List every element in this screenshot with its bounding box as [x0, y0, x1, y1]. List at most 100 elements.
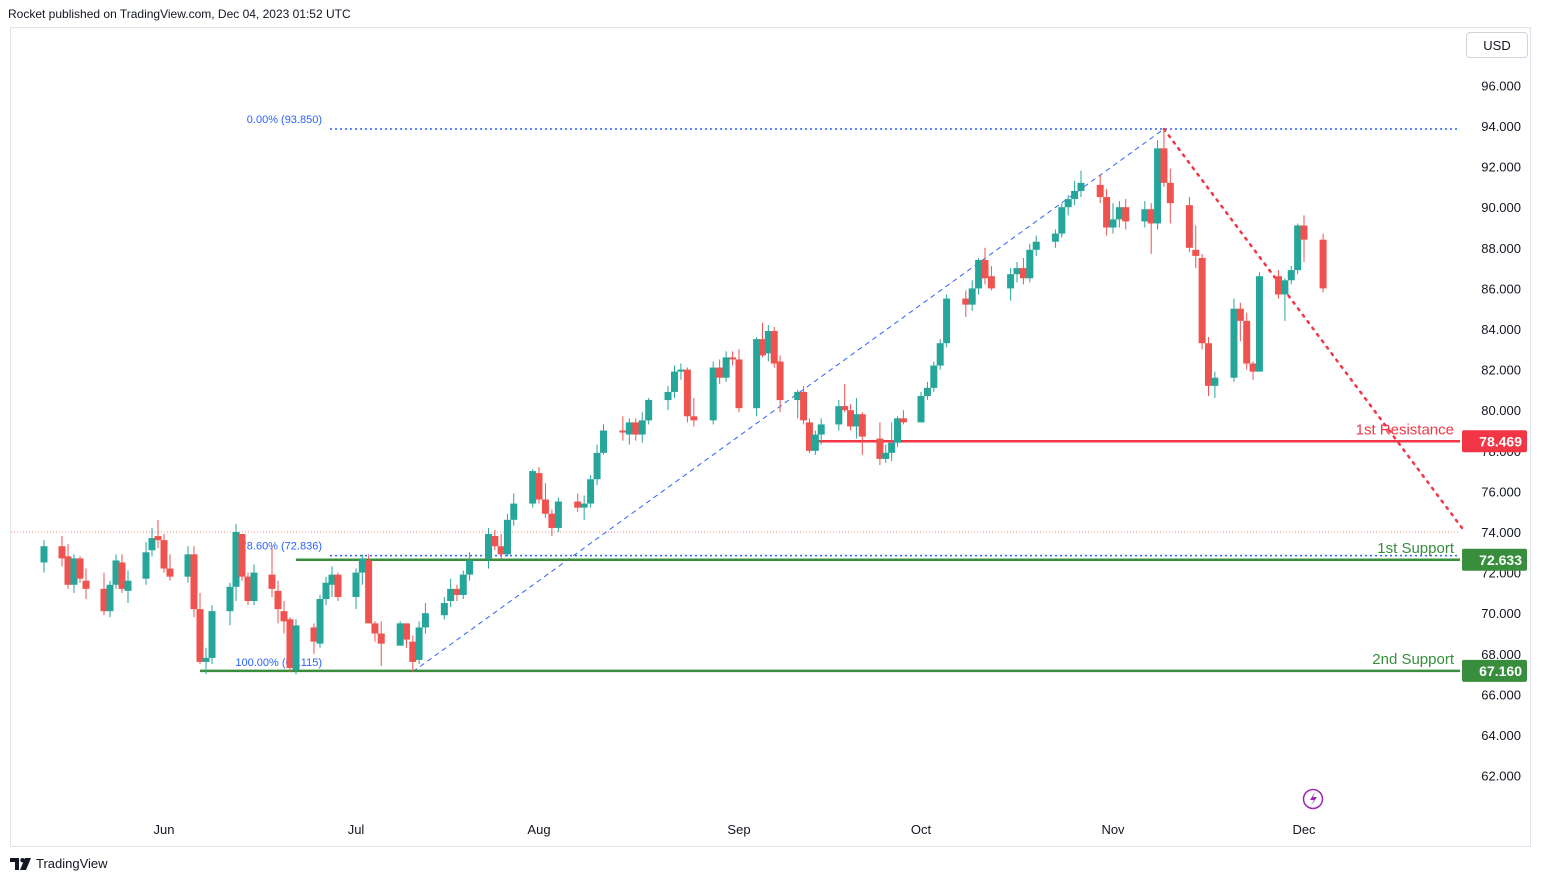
- candle-body: [776, 361, 784, 401]
- candle-body: [352, 572, 360, 597]
- candle-body: [638, 420, 646, 435]
- y-tick-label: 74.000: [1481, 525, 1521, 540]
- descending-trendline: [1162, 127, 1464, 530]
- candle-body: [632, 422, 640, 435]
- candle-body: [716, 367, 724, 378]
- tradingview-footer[interactable]: TradingView: [10, 856, 108, 871]
- candle-body: [1122, 207, 1130, 222]
- candle-body: [1166, 182, 1174, 204]
- candle-body: [917, 395, 925, 423]
- candle-body: [1013, 268, 1021, 275]
- candle-body: [334, 574, 342, 597]
- candle-body: [1096, 184, 1104, 198]
- candle-body: [852, 414, 860, 427]
- candle-body: [709, 367, 717, 421]
- candle-body: [1300, 225, 1308, 240]
- fib-label-100: 100.00% (67.115): [235, 657, 322, 669]
- candle-body: [1103, 197, 1111, 228]
- candle-body: [975, 259, 983, 289]
- candle-body: [1019, 268, 1027, 279]
- candle-body: [835, 406, 843, 425]
- candle-body: [535, 473, 543, 500]
- candle-body: [409, 641, 417, 662]
- y-tick-label: 62.000: [1481, 769, 1521, 784]
- candle-body: [548, 513, 556, 528]
- candle-body: [554, 501, 562, 528]
- candle-body: [328, 574, 336, 585]
- candle-body: [358, 558, 366, 573]
- candle-body: [923, 387, 931, 396]
- level-label: 1st Resistance: [1356, 421, 1454, 438]
- candle-body: [677, 369, 685, 372]
- candle-body: [541, 499, 549, 514]
- tradingview-logo-icon: [10, 857, 31, 870]
- candle-body: [148, 538, 156, 551]
- candle-body: [968, 288, 976, 305]
- candle-body: [764, 331, 772, 354]
- candle-body: [811, 434, 819, 451]
- candle-body: [58, 546, 66, 559]
- candle-body: [758, 339, 766, 356]
- candle-body: [268, 574, 276, 589]
- candle-body: [729, 357, 737, 360]
- published-note: Rocket published on TradingView.com, Dec…: [8, 7, 351, 21]
- level-label: 2nd Support: [1372, 651, 1455, 668]
- candle-body: [1051, 233, 1059, 242]
- candle-body: [894, 418, 902, 443]
- candle-body: [440, 603, 448, 616]
- candle-body: [1192, 249, 1200, 256]
- candle-body: [40, 546, 48, 563]
- candle-body: [160, 540, 168, 569]
- y-tick-label: 64.000: [1481, 728, 1521, 743]
- candle-body: [817, 424, 825, 435]
- x-tick-label: Nov: [1101, 822, 1125, 837]
- y-tick-label: 70.000: [1481, 606, 1521, 621]
- candle-body: [453, 588, 461, 595]
- lightning-bolt-icon: [1310, 792, 1317, 806]
- candle-body: [238, 534, 246, 577]
- candle-body: [800, 391, 808, 421]
- candle-body: [841, 406, 849, 411]
- candle-body: [280, 611, 288, 622]
- candle-body: [574, 501, 582, 508]
- candle-body: [962, 298, 970, 305]
- candle-body: [587, 479, 595, 504]
- candle-body: [377, 633, 385, 644]
- y-tick-label: 86.000: [1481, 281, 1521, 296]
- candle-body: [1064, 199, 1072, 208]
- fib-trend-line: [412, 128, 1165, 673]
- candle-body: [1185, 205, 1193, 248]
- price-badge-label: 67.160: [1479, 663, 1522, 679]
- candle-body: [580, 503, 588, 508]
- candle-body: [250, 572, 258, 602]
- candle-body: [735, 359, 743, 409]
- y-tick-label: 90.000: [1481, 200, 1521, 215]
- candle-body: [625, 422, 633, 435]
- candle-body: [166, 568, 174, 577]
- currency-button[interactable]: USD: [1466, 32, 1528, 58]
- y-tick-label: 94.000: [1481, 119, 1521, 134]
- x-tick-label: Oct: [911, 822, 932, 837]
- candle-body: [232, 532, 240, 587]
- candle-body: [600, 430, 608, 453]
- candle-body: [1236, 308, 1244, 321]
- candle-body: [1160, 148, 1168, 183]
- candle-body: [142, 552, 150, 579]
- candle-body: [1077, 182, 1085, 191]
- candle-body: [888, 442, 896, 453]
- lightning-icon: [1302, 788, 1324, 810]
- x-tick-label: Jun: [154, 822, 175, 837]
- tradingview-brand: TradingView: [36, 856, 108, 871]
- candle-body: [190, 554, 198, 610]
- candle-body: [292, 625, 300, 671]
- chart-frame: [10, 27, 1531, 847]
- candle-body: [322, 582, 330, 599]
- x-tick-label: Dec: [1292, 822, 1316, 837]
- y-tick-label: 88.000: [1481, 241, 1521, 256]
- candle-body: [421, 613, 429, 628]
- candle-body: [485, 534, 493, 559]
- y-tick-label: 66.000: [1481, 687, 1521, 702]
- candle-body: [1109, 219, 1117, 228]
- y-tick-label: 82.000: [1481, 363, 1521, 378]
